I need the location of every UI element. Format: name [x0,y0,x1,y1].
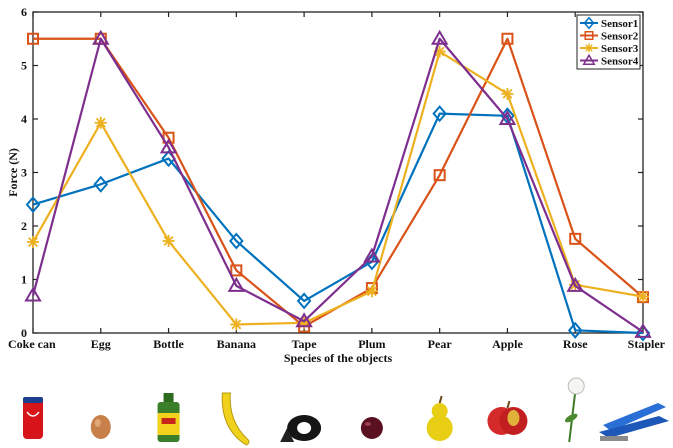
data-point [363,247,381,263]
data-point [27,32,39,45]
x-tick-label: Plum [358,337,385,351]
legend-item: Sensor4 [580,53,639,68]
series-sensor4 [24,29,652,338]
data-point [566,276,584,292]
series-sensor1 [25,105,651,342]
data-point [159,138,178,154]
x-tick-label: Stapler [628,337,666,351]
y-tick-label: 0 [21,326,27,340]
x-tick-label: Coke can [8,337,56,351]
y-tick-label: 5 [21,59,27,73]
data-point [295,312,313,328]
tape-icon [280,415,322,442]
bottle-icon [157,393,180,442]
data-point [432,105,447,123]
axes: 0 1 2 3 4 5 6 Coke can Egg Bottle Banana Tape Plum Pe… [6,5,666,365]
y-tick-label: 2 [21,219,27,233]
series-sensor3 [27,45,649,331]
x-tick-label: Bottle [153,337,184,351]
data-point [430,29,449,45]
x-tick-label: Tape [292,337,318,351]
data-point [501,32,514,45]
data-point [433,169,446,182]
legend-label: Sensor3 [601,43,639,55]
y-tick-label: 4 [21,112,27,126]
x-tick-label: Egg [91,337,111,351]
legend-item: Sensor1 [580,16,638,30]
data-point [569,232,582,245]
legend-marker [582,53,596,65]
data-point [27,236,39,249]
data-point [162,234,175,247]
series-sensor2 [27,32,649,333]
pear-icon [426,395,453,441]
series-line [33,37,644,328]
data-point [94,116,107,129]
y-tick-label: 6 [21,5,27,19]
data-point [93,175,109,193]
y-tick-label: 1 [21,273,27,287]
coke-can-icon [23,397,43,439]
x-tick-label: Rose [563,337,588,351]
x-tick-label: Apple [492,337,523,351]
data-point [24,286,42,302]
x-axis-title: Species of the objects [284,351,393,365]
data-point [230,264,243,277]
egg-icon [90,415,111,439]
stapler-icon [599,403,669,441]
data-point [567,321,583,339]
object-pictures-row [23,377,669,446]
data-point [634,322,652,338]
legend-marker [584,31,594,40]
series-lines [24,29,652,342]
data-point [92,29,110,45]
y-tick-label: 3 [21,166,27,180]
apple-icon [487,400,528,435]
series-line [32,112,644,335]
plum-icon [360,417,383,439]
series-line [31,37,644,333]
legend-label: Sensor1 [601,18,638,30]
legend-label: Sensor2 [601,31,639,43]
legend-marker [583,16,595,30]
data-point [25,196,41,214]
series-line [32,50,644,326]
legend-item: Sensor2 [580,31,639,43]
x-tick-label: Pear [428,337,453,351]
banana-icon [221,392,250,446]
data-point [501,87,514,100]
data-point [227,276,246,292]
data-point [498,110,517,125]
y-axis-title: Force (N) [6,148,20,197]
legend-marker [584,43,594,53]
data-point [637,290,649,303]
data-point [229,232,244,250]
legend-label: Sensor4 [601,56,639,68]
data-point [296,292,312,310]
plot-frame [32,11,644,334]
data-point [230,318,243,331]
x-tick-label: Banana [217,337,256,351]
data-point [365,285,378,298]
legend-item: Sensor3 [580,43,639,55]
rose-icon [564,377,585,443]
